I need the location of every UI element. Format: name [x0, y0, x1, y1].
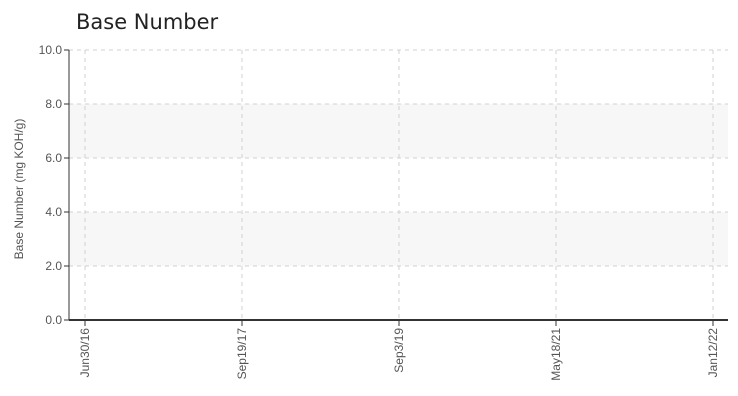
y-tick-label-0: 0.0 — [45, 313, 62, 327]
x-tick-label-0: Jun30/16 — [78, 328, 92, 378]
y-tick-label-5: 10.0 — [39, 43, 63, 57]
axes — [64, 49, 728, 326]
chart-title: Base Number — [76, 10, 219, 34]
y-tick-label-2: 4.0 — [45, 205, 62, 219]
x-tick-labels: Jun30/16 Sep19/17 Sep3/19 May18/21 Jan12/22 — [78, 328, 720, 381]
x-tick-label-1: Sep19/17 — [235, 328, 249, 380]
y-tick-label-3: 6.0 — [45, 151, 62, 165]
y-tick-label-1: 2.0 — [45, 259, 62, 273]
grid-lines — [69, 49, 728, 320]
x-tick-label-2: Sep3/19 — [392, 328, 406, 373]
y-axis-title: Base Number (mg KOH/g) — [12, 119, 26, 260]
x-tick-label-4: Jan12/22 — [706, 328, 720, 378]
shaded-bands — [69, 104, 728, 266]
x-tick-label-3: May18/21 — [549, 328, 563, 381]
y-tick-label-4: 8.0 — [45, 97, 62, 111]
y-tick-labels: 0.0 2.0 4.0 6.0 8.0 10.0 — [39, 43, 63, 327]
